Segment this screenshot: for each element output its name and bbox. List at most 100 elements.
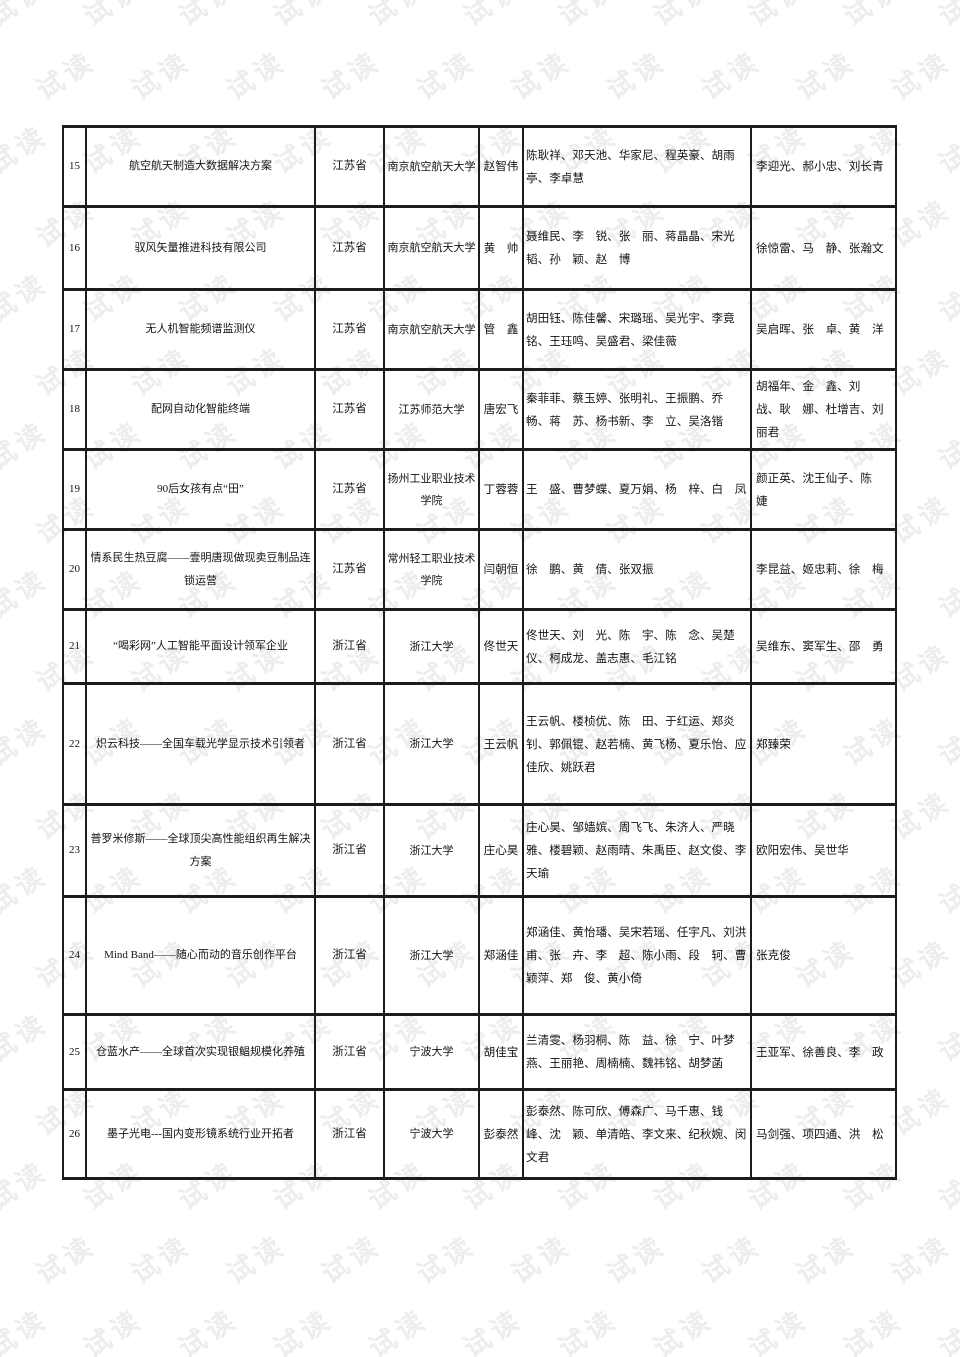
watermark-text: 试读 [0,1155,54,1216]
watermark-text: 试读 [743,1303,814,1357]
cell-row-number: 18 [62,368,87,451]
cell-project-name: 航空航天制造大数据解决方案 [85,125,316,208]
watermark-text: 试读 [791,45,862,106]
watermark-text: 试读 [838,0,909,32]
watermark-text: 试读 [0,119,54,180]
watermark-text: 试读 [506,1229,577,1290]
watermark-text: 试读 [458,1303,529,1357]
watermark-text: 试读 [743,0,814,32]
cell-row-number: 16 [62,205,87,291]
watermark-text: 试读 [933,859,960,920]
table-row: 26 墨子光电---国内变形镜系统行业开拓者 浙江省 宁波大学 彭泰然 彭泰然、… [62,1088,897,1180]
cell-school: 南京航空航天大学 [383,125,480,208]
watermark-text: 试读 [221,45,292,106]
watermark-text: 试读 [0,1303,54,1357]
cell-school: 浙江大学 [383,682,480,806]
watermark-text: 试读 [0,1229,7,1290]
watermark-text: 试读 [0,489,7,550]
cell-team-members: 秦菲菲、蔡玉婷、张明礼、王振鹏、乔 畅、蒋 苏、杨书新、李 立、吴洛锴 [522,368,752,451]
cell-leader: 黄 帅 [478,205,524,291]
cell-project-name: 90后女孩有点“田” [85,448,316,531]
cell-school: 浙江大学 [383,803,480,898]
watermark-text: 试读 [838,1303,909,1357]
watermark-text: 试读 [0,45,7,106]
watermark-text: 试读 [411,1229,482,1290]
watermark-text: 试读 [933,1007,960,1068]
cell-school: 扬州工业职业技术学院 [383,448,480,531]
cell-leader: 佟世天 [478,608,524,685]
watermark-text: 试读 [0,1007,54,1068]
cell-school: 南京航空航天大学 [383,288,480,371]
cell-advisors: 颜正英、沈王仙子、陈 婕 [750,448,897,531]
cell-advisors: 李昆益、姬忠莉、徐 梅 [750,528,897,611]
cell-row-number: 24 [62,895,87,1016]
table-row: 22 炽云科技——全国车载光学显示技术引领者 浙江省 浙江大学 王云帆 王云帆、… [62,682,897,806]
cell-team-members: 胡田钰、陈佳馨、宋璐瑶、吴光宇、李竟铭、王珏鸣、吴盛君、梁佳薇 [522,288,752,371]
table-row: 18 配网自动化智能终端 江苏省 江苏师范大学 唐宏飞 秦菲菲、蔡玉婷、张明礼、… [62,368,897,451]
watermark-text: 试读 [601,1229,672,1290]
cell-advisors: 马剑强、项四通、洪 松 [750,1088,897,1180]
cell-advisors: 郑臻荣 [750,682,897,806]
cell-province: 江苏省 [314,125,385,208]
watermark-text: 试读 [0,341,7,402]
cell-province: 浙江省 [314,803,385,898]
award-list-table: 15 航空航天制造大数据解决方案 江苏省 南京航空航天大学 赵智伟 陈耿祥、邓天… [62,125,897,1180]
cell-row-number: 25 [62,1013,87,1091]
cell-advisors: 欧阳宏伟、吴世华 [750,803,897,898]
watermark-text: 试读 [0,637,7,698]
cell-advisors: 张克俊 [750,895,897,1016]
award-table-body: 15 航空航天制造大数据解决方案 江苏省 南京航空航天大学 赵智伟 陈耿祥、邓天… [62,125,897,1180]
cell-province: 浙江省 [314,608,385,685]
watermark-text: 试读 [933,563,960,624]
watermark-text: 试读 [553,1303,624,1357]
watermark-text: 试读 [0,563,54,624]
watermark-text: 试读 [696,1229,767,1290]
cell-project-name: 普罗米修斯——全球顶尖高性能组织再生解决方案 [85,803,316,898]
watermark-text: 试读 [0,1081,7,1142]
cell-project-name: 无人机智能频谱监测仪 [85,288,316,371]
watermark-text: 试读 [648,1303,719,1357]
cell-project-name: 墨子光电---国内变形镜系统行业开拓者 [85,1088,316,1180]
cell-team-members: 徐 鹏、黄 倩、张双振 [522,528,752,611]
cell-leader: 郑涵佳 [478,895,524,1016]
watermark-text: 试读 [78,0,149,32]
watermark-text: 试读 [411,45,482,106]
watermark-text: 试读 [601,45,672,106]
cell-advisors: 胡福年、金 鑫、刘 战、耿 娜、杜增吉、刘丽君 [750,368,897,451]
cell-school: 宁波大学 [383,1013,480,1091]
cell-row-number: 26 [62,1088,87,1180]
cell-province: 江苏省 [314,448,385,531]
cell-leader: 庄心昊 [478,803,524,898]
watermark-text: 试读 [0,267,54,328]
cell-project-name: 配网自动化智能终端 [85,368,316,451]
watermark-text: 试读 [173,0,244,32]
cell-team-members: 郑涵佳、黄怡璠、吴宋若瑶、任宇凡、刘洪甫、张 卉、李 超、陈小雨、段 轲、曹颖萍… [522,895,752,1016]
watermark-text: 试读 [696,45,767,106]
table-row: 19 90后女孩有点“田” 江苏省 扬州工业职业技术学院 丁蓉蓉 王 盛、曹梦蝶… [62,448,897,531]
watermark-text: 试读 [316,45,387,106]
watermark-text: 试读 [31,45,102,106]
cell-row-number: 22 [62,682,87,806]
watermark-text: 试读 [553,0,624,32]
cell-team-members: 聂维民、李 锐、张 丽、蒋晶晶、宋光韬、孙 颖、赵 博 [522,205,752,291]
cell-team-members: 王云帆、楼桢优、陈 田、于红运、郑炎钊、郭佩锟、赵若楠、黄飞杨、夏乐怡、应佳欣、… [522,682,752,806]
cell-advisors: 李迎光、郝小忠、刘长青 [750,125,897,208]
cell-row-number: 17 [62,288,87,371]
table-row: 16 驭风矢量推进科技有限公司 江苏省 南京航空航天大学 黄 帅 聂维民、李 锐… [62,205,897,291]
watermark-text: 试读 [268,0,339,32]
watermark-text: 试读 [791,1229,862,1290]
table-row: 15 航空航天制造大数据解决方案 江苏省 南京航空航天大学 赵智伟 陈耿祥、邓天… [62,125,897,208]
cell-project-name: 仓蓝水产——全球首次实现银鲳规模化养殖 [85,1013,316,1091]
watermark-text: 试读 [458,0,529,32]
watermark-text: 试读 [0,415,54,476]
cell-row-number: 23 [62,803,87,898]
cell-team-members: 彭泰然、陈可欣、傅森广、马千惠、钱 峰、沈 颖、单清皓、李文来、纪秋婉、闵文君 [522,1088,752,1180]
cell-project-name: 炽云科技——全国车载光学显示技术引领者 [85,682,316,806]
cell-province: 江苏省 [314,288,385,371]
watermark-text: 试读 [0,859,54,920]
cell-team-members: 陈耿祥、邓天池、华家尼、程英豪、胡雨亭、李卓慧 [522,125,752,208]
cell-province: 浙江省 [314,895,385,1016]
table-row: 20 情系民生热豆腐——壹明唐现做现卖豆制品连锁运营 江苏省 常州轻工职业技术学… [62,528,897,611]
cell-row-number: 15 [62,125,87,208]
watermark-text: 试读 [933,267,960,328]
